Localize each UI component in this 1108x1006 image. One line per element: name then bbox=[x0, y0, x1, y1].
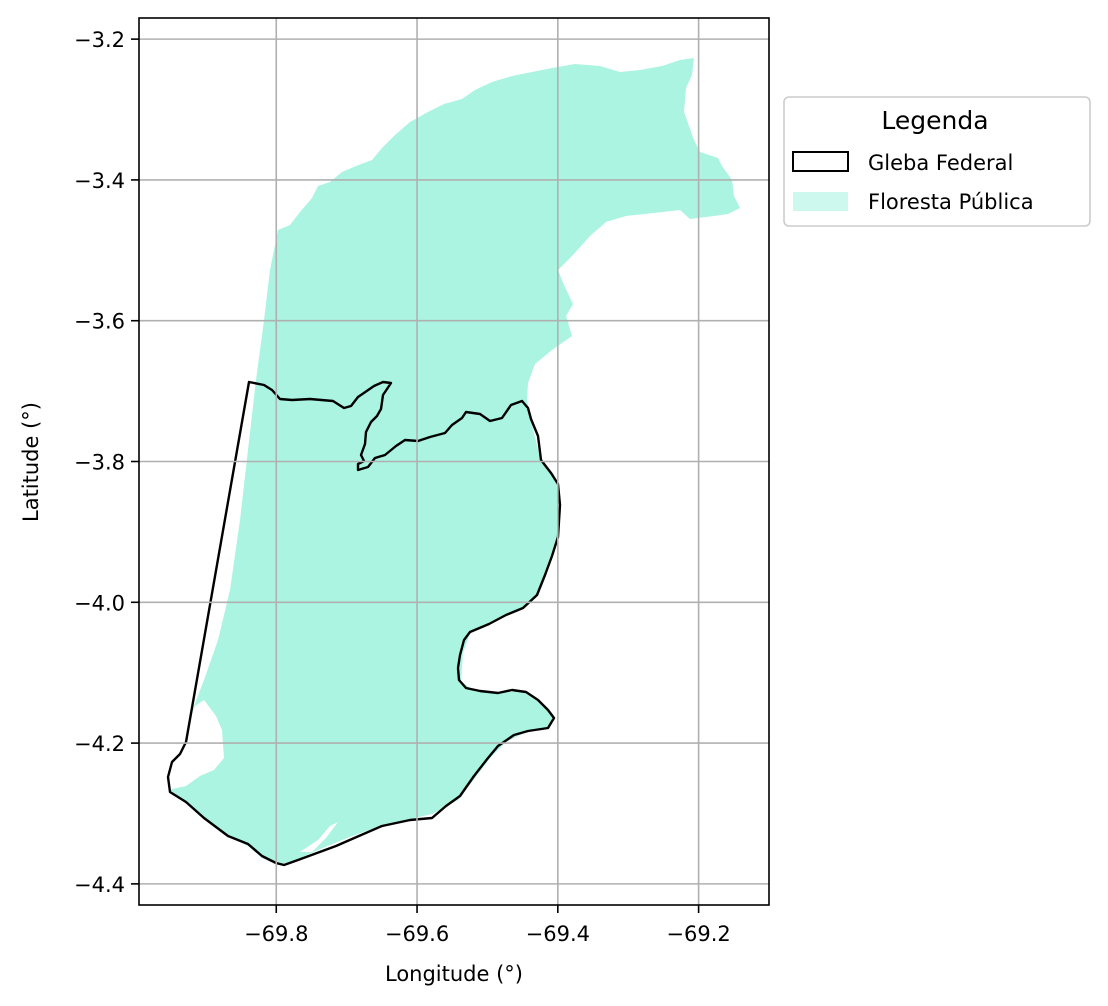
x-tick-label: −69.4 bbox=[526, 922, 590, 946]
x-axis-ticks: −69.8 −69.6 −69.4 −69.2 bbox=[244, 905, 731, 946]
legend-swatch-gleba bbox=[792, 151, 849, 172]
forest-gap-southwest bbox=[168, 700, 224, 790]
y-axis-ticks: −3.2 −3.4 −3.6 −3.8 −4.0 −4.2 −4.4 bbox=[74, 28, 139, 897]
y-tick-label: −4.2 bbox=[74, 732, 125, 756]
y-tick-label: −3.4 bbox=[74, 169, 125, 193]
y-tick-label: −3.6 bbox=[74, 310, 125, 334]
legend-frame bbox=[783, 96, 1091, 227]
y-axis-label: Latitude (°) bbox=[19, 402, 43, 522]
legend-title: Legenda bbox=[881, 106, 988, 135]
forest-gap-south bbox=[300, 822, 338, 852]
y-tick-label: −3.2 bbox=[74, 28, 125, 52]
y-tick-label: −4.4 bbox=[74, 873, 125, 897]
y-tick-label: −4.0 bbox=[74, 591, 125, 615]
x-tick-label: −69.6 bbox=[385, 922, 449, 946]
legend: Legenda Gleba Federal Floresta Pública bbox=[783, 96, 1091, 227]
x-tick-label: −69.8 bbox=[244, 922, 308, 946]
legend-label-gleba: Gleba Federal bbox=[868, 151, 1013, 175]
legend-label-floresta: Floresta Pública bbox=[868, 190, 1034, 214]
grid bbox=[139, 18, 769, 905]
y-tick-label: −3.8 bbox=[74, 451, 125, 475]
x-tick-label: −69.2 bbox=[666, 922, 730, 946]
x-axis-label: Longitude (°) bbox=[385, 962, 523, 986]
legend-swatch-floresta bbox=[793, 192, 848, 211]
